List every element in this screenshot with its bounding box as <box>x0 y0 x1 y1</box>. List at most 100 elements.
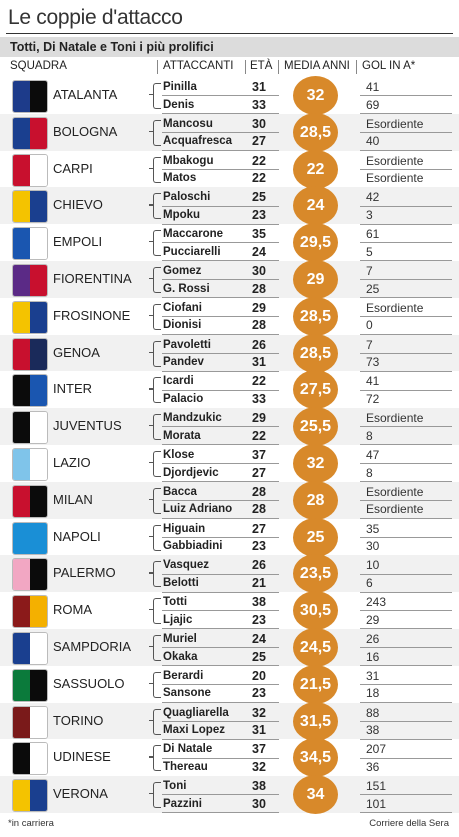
player-bracket <box>149 671 161 698</box>
team-name: ATALANTA <box>53 87 118 102</box>
table-row: INTER Icardi 22 41 Palacio 33 72 27,5 <box>0 370 459 410</box>
player-age: 22 <box>252 171 266 186</box>
row-divider <box>248 150 279 152</box>
player-name: Acquafresca <box>163 135 233 148</box>
average-age-badge: 25,5 <box>293 407 338 447</box>
team-name: FIORENTINA <box>53 271 132 286</box>
player-goals: 10 <box>366 558 380 573</box>
team-crest-icon <box>12 153 48 187</box>
table-row: SAMPDORIA Muriel 24 26 Okaka 25 16 24,5 <box>0 628 459 667</box>
row-divider <box>162 794 248 796</box>
player-goals: Esordiente <box>366 484 424 499</box>
average-age-badge: 21,5 <box>293 664 338 704</box>
player-name: Mandzukic <box>163 412 222 425</box>
row-divider <box>248 426 279 428</box>
team-crest-icon <box>12 484 48 518</box>
row-divider <box>360 132 452 134</box>
player-goals: 36 <box>366 759 380 774</box>
player-goals: 5 <box>366 244 373 259</box>
player-goals: 16 <box>366 649 380 664</box>
player-age: 28 <box>252 281 266 296</box>
row-divider <box>248 370 279 372</box>
player-goals: 41 <box>366 374 380 389</box>
player-goals: 29 <box>366 612 380 627</box>
row-divider <box>360 316 452 318</box>
player-goals: 101 <box>366 796 387 811</box>
team-name: INTER <box>53 381 92 397</box>
row-divider <box>248 720 279 722</box>
row-divider <box>248 536 279 538</box>
table-row: MILAN Bacca 28 Esordiente Luiz Adriano 28 Esor… <box>0 480 459 520</box>
row-divider <box>162 500 248 502</box>
player-name: Vasquez <box>163 559 210 572</box>
player-goals: Esordiente <box>366 171 424 186</box>
row-divider <box>248 223 279 225</box>
row-divider <box>248 463 279 465</box>
player-bracket <box>149 83 161 109</box>
player-age: 29 <box>252 300 266 315</box>
team-crest-icon <box>12 558 48 592</box>
player-age: 33 <box>252 97 266 112</box>
row-divider <box>162 426 248 428</box>
source-credit: Corriere della Sera <box>369 818 449 829</box>
player-age: 33 <box>252 391 266 406</box>
player-goals: 38 <box>366 723 380 738</box>
player-name: Higuain <box>163 522 206 535</box>
row-divider <box>162 260 248 262</box>
player-name: Totti <box>163 596 188 609</box>
player-name: Pavoletti <box>163 338 211 351</box>
player-bracket <box>149 635 161 661</box>
row-divider <box>360 95 452 97</box>
player-goals: 3 <box>366 207 373 222</box>
player-age: 30 <box>252 116 266 131</box>
table-row: CARPI Mbakogu 22 Esordiente Matos 22 Esordient… <box>0 149 459 189</box>
row-divider <box>360 684 452 686</box>
team-crest-icon <box>12 668 48 702</box>
player-age: 23 <box>252 686 266 701</box>
row-divider <box>248 647 279 649</box>
row-divider <box>360 223 452 225</box>
row-divider <box>248 205 279 207</box>
row-divider <box>248 260 279 262</box>
player-name: Thereau <box>163 760 208 773</box>
row-divider <box>360 812 452 814</box>
average-age-badge: 29 <box>293 260 338 299</box>
player-goals: 25 <box>366 281 380 296</box>
player-name: Pandev <box>163 356 204 369</box>
player-name: Mancosu <box>163 117 213 130</box>
player-goals: 26 <box>366 632 380 646</box>
row-divider <box>360 794 452 796</box>
row-divider <box>248 242 279 244</box>
team-crest-icon <box>12 190 48 224</box>
row-divider <box>162 168 248 170</box>
player-goals: 88 <box>366 705 380 720</box>
player-bracket <box>149 414 161 441</box>
row-divider <box>162 720 248 722</box>
row-divider <box>360 610 452 612</box>
average-age-badge: 34,5 <box>293 738 338 778</box>
row-divider <box>162 444 248 446</box>
table-header: SQUADRA ATTACCANTI ETÀ MEDIA ANNI GOL IN… <box>0 57 459 76</box>
row-divider <box>248 95 279 97</box>
player-age: 31 <box>252 80 266 94</box>
row-divider <box>162 518 248 520</box>
player-age: 27 <box>252 465 266 480</box>
header-media: MEDIA ANNI <box>284 60 350 72</box>
row-divider <box>360 500 452 502</box>
player-name: Muriel <box>163 633 197 645</box>
table-row: EMPOLI Maccarone 35 61 Pucciarelli 24 5 29,5 <box>0 223 459 263</box>
row-divider <box>360 426 452 428</box>
player-bracket <box>149 451 161 477</box>
row-divider <box>248 352 279 354</box>
player-bracket <box>149 561 161 588</box>
table-row: NAPOLI Higuain 27 35 Gabbiadini 23 30 25 <box>0 517 459 557</box>
team-crest-icon <box>12 521 48 555</box>
team-crest-icon <box>12 374 48 408</box>
team-name: ROMA <box>53 602 92 618</box>
table-subtitle: Totti, Di Natale e Toni i più prolifici <box>0 37 459 57</box>
row-divider <box>248 573 279 575</box>
player-age: 28 <box>252 484 266 499</box>
player-name: Sansone <box>163 687 211 700</box>
table-row: PALERMO Vasquez 26 10 Belotti 21 6 23,5 <box>0 554 459 594</box>
row-divider <box>248 794 279 796</box>
